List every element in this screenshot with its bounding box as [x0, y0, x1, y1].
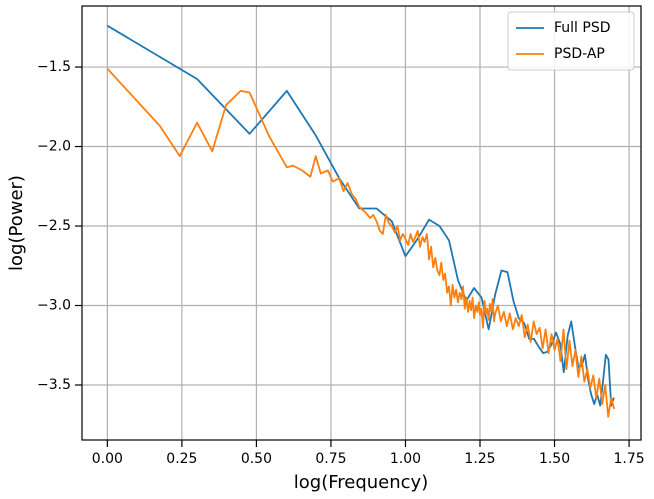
x-tick-label: 0.25: [166, 451, 197, 467]
x-tick-label: 1.25: [464, 451, 495, 467]
y-axis-label: log(Power): [6, 175, 27, 271]
y-tick-label: −3.5: [37, 377, 71, 393]
x-tick-label: 1.75: [613, 451, 644, 467]
x-tick-label: 0.50: [241, 451, 272, 467]
y-tick-label: −1.5: [37, 59, 71, 75]
x-tick-label: 1.00: [390, 451, 421, 467]
legend: Full PSD PSD-AP: [507, 11, 635, 71]
y-tick-label: −2.0: [37, 139, 71, 155]
series-line: [106, 24, 615, 407]
legend-box: [507, 11, 635, 71]
x-tick-label: 0.75: [315, 451, 346, 467]
y-tick-label: −3.0: [37, 298, 71, 314]
x-tick-label: 0.00: [92, 451, 123, 467]
series-line: [106, 68, 616, 418]
plot-frame: [81, 5, 642, 441]
legend-label: Full PSD: [554, 20, 611, 36]
x-axis-label: log(Frequency): [294, 472, 428, 493]
legend-label: PSD-AP: [554, 46, 605, 62]
y-tick-label: −2.5: [37, 218, 71, 234]
x-tick-label: 1.50: [539, 451, 570, 467]
